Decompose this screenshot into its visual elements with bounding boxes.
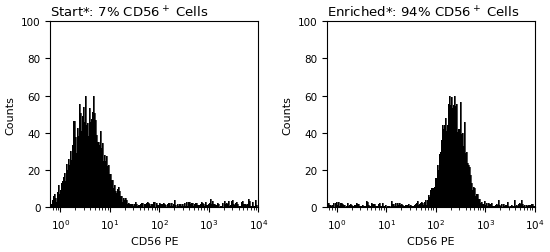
X-axis label: CD56 PE: CD56 PE bbox=[131, 237, 178, 246]
Y-axis label: Counts: Counts bbox=[6, 95, 15, 134]
Text: Enriched*: 94% CD56$^+$ Cells: Enriched*: 94% CD56$^+$ Cells bbox=[327, 6, 519, 21]
X-axis label: CD56 PE: CD56 PE bbox=[407, 237, 454, 246]
Y-axis label: Counts: Counts bbox=[282, 95, 292, 134]
Text: Start*: 7% CD56$^+$ Cells: Start*: 7% CD56$^+$ Cells bbox=[51, 6, 209, 21]
